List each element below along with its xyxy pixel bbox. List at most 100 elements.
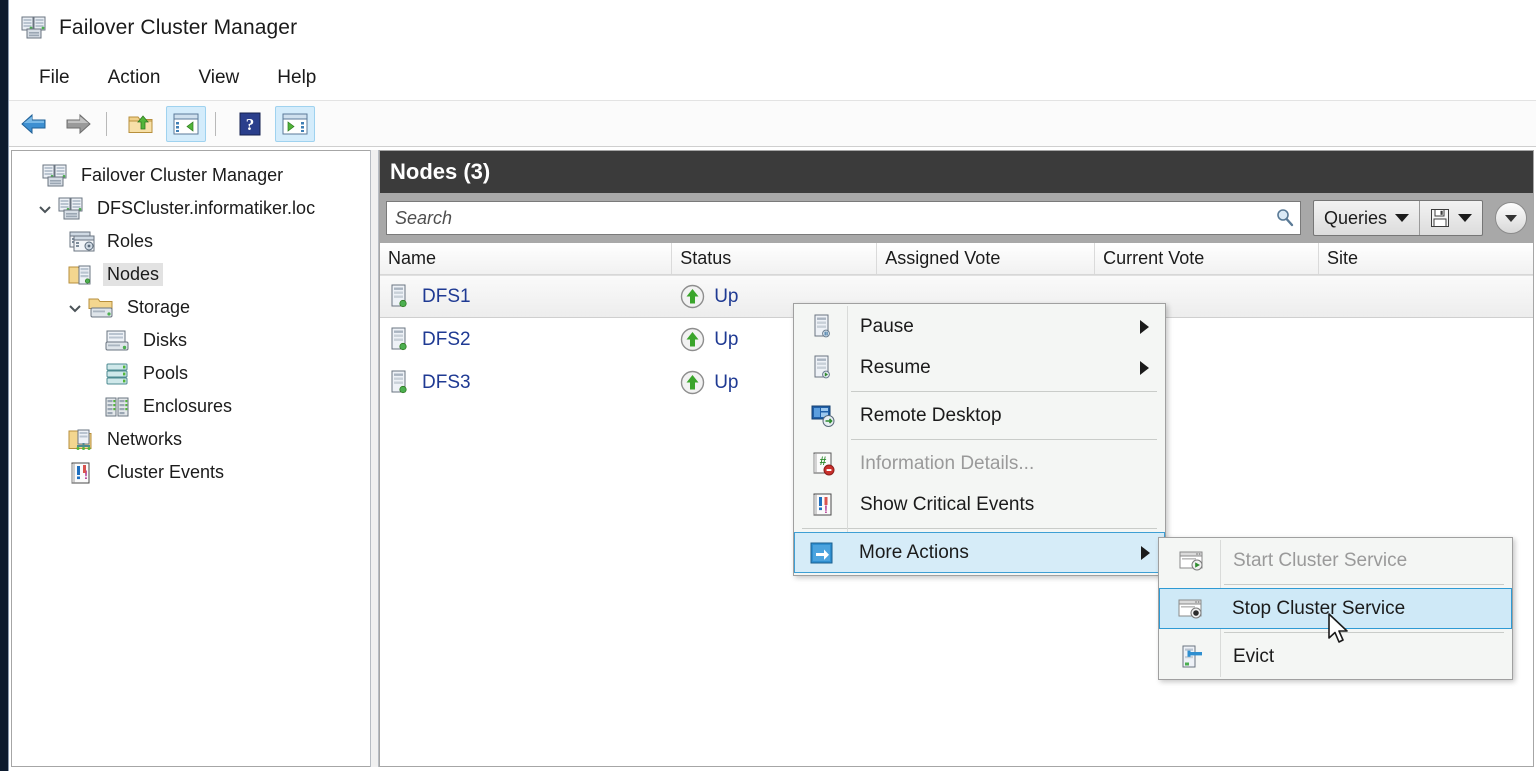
disks-icon (104, 329, 132, 353)
submenu-separator (1224, 632, 1504, 633)
svg-text:!: ! (824, 504, 828, 516)
evict-icon (1161, 644, 1222, 670)
status-badge: Up (680, 327, 738, 352)
up-folder-icon (127, 112, 155, 136)
queries-button-group: Queries (1312, 200, 1483, 236)
search-icon[interactable] (1270, 207, 1300, 229)
context-menu-item-remote-desktop[interactable]: Remote Desktop (796, 395, 1163, 436)
node-resume-icon (796, 355, 849, 381)
table-row[interactable]: DFS3 Up (380, 361, 1533, 404)
button-divider (1419, 201, 1420, 235)
tree-item-dfscluster[interactable]: DFSCluster.informatiker.loc (12, 192, 370, 225)
status-text: Up (714, 371, 739, 393)
remote-desktop-icon (796, 404, 849, 428)
back-button[interactable] (15, 107, 53, 141)
column-header-current-vote[interactable]: Current Vote (1095, 243, 1320, 274)
context-menu-item-show-critical-events[interactable]: ! Show Critical Events (796, 484, 1163, 525)
cell-status: Up (672, 276, 877, 317)
tree-item-pools[interactable]: Pools (12, 357, 370, 390)
tree-item-storage[interactable]: Storage (12, 291, 370, 324)
queries-label: Queries (1323, 207, 1387, 228)
tree-item-label: Nodes (103, 263, 164, 286)
node-icon (388, 327, 414, 353)
more-actions-submenu: Start Cluster Service Stop Cluster Servi… (1158, 537, 1513, 680)
context-menu-item-more-actions[interactable]: More Actions (794, 532, 1165, 573)
context-menu-item-label: Resume (860, 356, 931, 378)
submenu-item-stop-cluster-service[interactable]: Stop Cluster Service (1159, 588, 1512, 629)
chevron-down-icon[interactable] (32, 201, 58, 217)
tree-item-nodes[interactable]: Nodes (12, 258, 370, 291)
arrow-up-green-icon (680, 284, 705, 309)
table-row[interactable]: DFS2 Up (380, 318, 1533, 361)
show-hide-action-pane-button[interactable] (275, 105, 315, 142)
tree-item-label: Networks (107, 429, 183, 449)
menu-item-view[interactable]: View (198, 67, 240, 88)
cell-site (1319, 318, 1533, 361)
search-input[interactable] (387, 202, 1270, 234)
show-hide-console-tree-button[interactable] (166, 105, 206, 142)
toolbar-separator-2 (215, 111, 216, 136)
cell-name: DFS3 (380, 361, 672, 404)
tree-item-roles[interactable]: Roles (12, 225, 370, 258)
pools-icon (104, 362, 132, 386)
context-menu-item-pause[interactable]: Pause (796, 306, 1163, 347)
submenu-item-label: Start Cluster Service (1233, 549, 1408, 571)
node-name: DFS1 (422, 285, 471, 307)
menu-item-action[interactable]: Action (107, 67, 161, 88)
chevron-down-icon (1395, 214, 1409, 222)
search-box[interactable] (386, 201, 1301, 235)
menu-item-help[interactable]: Help (277, 67, 317, 88)
save-query-button[interactable] (1420, 201, 1482, 235)
status-badge: Up (680, 284, 738, 309)
context-menu-item-label: Remote Desktop (860, 404, 1002, 426)
pane-splitter[interactable] (370, 150, 379, 767)
menu-item-file[interactable]: File (39, 67, 70, 88)
tree-item-disks[interactable]: Disks (12, 324, 370, 357)
status-text: Up (714, 285, 739, 307)
tree-item-failover-cluster-manager[interactable]: Failover Cluster Manager (12, 159, 370, 192)
queries-button[interactable]: Queries (1314, 201, 1419, 235)
tree-item-label: Roles (107, 231, 154, 251)
tree-item-cluster-events[interactable]: ! Cluster Events (12, 456, 370, 489)
tree-item-label: DFSCluster.informatiker.loc (97, 198, 316, 218)
title-bar: Failover Cluster Manager (9, 0, 1536, 56)
nodes-icon (68, 263, 96, 287)
console-tree-pane: Failover Cluster Manager (11, 150, 371, 767)
context-menu-separator (851, 391, 1157, 392)
svg-text:!: ! (84, 468, 88, 482)
column-header-name[interactable]: Name (380, 243, 673, 274)
forward-button[interactable] (59, 107, 97, 141)
cluster-icon (21, 16, 47, 40)
status-badge: Up (680, 370, 738, 395)
tree-item-enclosures[interactable]: Enclosures (12, 390, 370, 423)
context-menu-icon-rail (847, 306, 848, 573)
context-menu-item-label: More Actions (859, 541, 969, 563)
cluster-events-icon: ! (68, 461, 96, 485)
tree-item-networks[interactable]: Networks (12, 423, 370, 456)
tree-item-label: Storage (127, 297, 191, 317)
tree-item-label: Disks (143, 330, 187, 350)
chevron-down-icon[interactable] (62, 300, 88, 316)
toolbar-separator (106, 111, 107, 136)
show-hide-action-pane-icon (282, 113, 308, 135)
arrow-up-green-icon (680, 327, 705, 352)
context-menu-item-information-details: # Information Details... (796, 443, 1163, 484)
submenu-item-evict[interactable]: Evict (1161, 636, 1510, 677)
submenu-arrow-icon (1140, 319, 1149, 334)
tree-view: Failover Cluster Manager (12, 151, 370, 489)
save-icon (1430, 208, 1450, 228)
up-one-level-button[interactable] (122, 107, 160, 141)
column-header-site[interactable]: Site (1327, 248, 1359, 268)
node-context-menu: Pause Resume (793, 303, 1166, 576)
help-icon: ? (238, 112, 262, 136)
context-menu-item-resume[interactable]: Resume (796, 347, 1163, 388)
column-header-status[interactable]: Status (672, 243, 878, 274)
table-row[interactable]: DFS1 Up (380, 275, 1533, 318)
column-header-assigned-vote[interactable]: Assigned Vote (877, 243, 1096, 274)
cell-status: Up (672, 318, 877, 361)
submenu-item-start-cluster-service: Start Cluster Service (1161, 540, 1510, 581)
node-pause-icon (796, 314, 849, 340)
help-button[interactable]: ? (231, 107, 269, 141)
expand-filter-button[interactable] (1495, 202, 1527, 234)
storage-icon (88, 296, 116, 320)
